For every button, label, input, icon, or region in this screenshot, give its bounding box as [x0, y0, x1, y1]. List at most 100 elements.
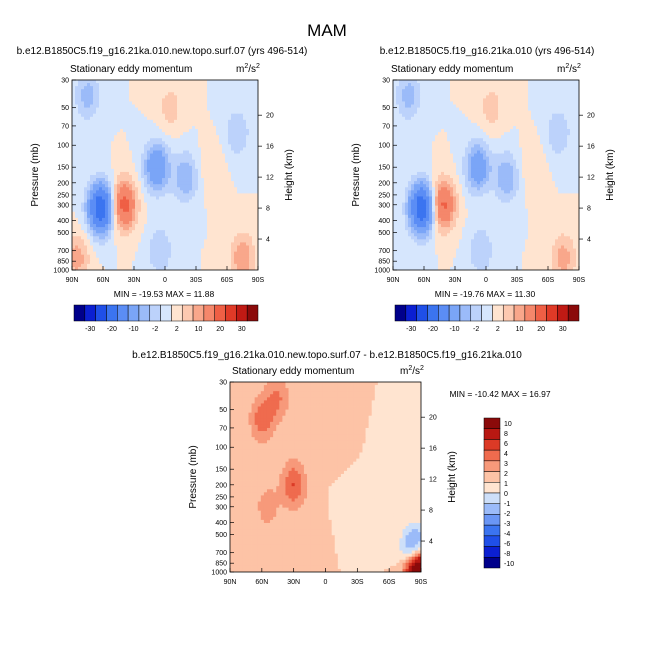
heatmap-cell — [216, 224, 219, 227]
heatmap-cell — [501, 108, 504, 111]
heatmap-cell — [138, 239, 141, 242]
heatmap-cell — [171, 157, 174, 160]
heatmap-cell — [201, 236, 204, 239]
heatmap-cell — [114, 258, 117, 261]
heatmap-cell — [75, 215, 78, 218]
heatmap-cell — [537, 129, 540, 132]
heatmap-cell — [204, 181, 207, 184]
heatmap-cell — [132, 181, 135, 184]
heatmap-cell — [147, 138, 150, 141]
heatmap-cell — [168, 227, 171, 230]
heatmap-cell — [564, 98, 567, 101]
heatmap-cell — [201, 83, 204, 86]
heatmap-cell — [399, 114, 402, 117]
heatmap-cell — [414, 120, 417, 123]
heatmap-cell — [507, 95, 510, 98]
heatmap-cell — [150, 224, 153, 227]
heatmap-cell — [564, 126, 567, 129]
heatmap-cell — [81, 89, 84, 92]
heatmap-cell — [249, 233, 252, 236]
heatmap-cell — [120, 264, 123, 267]
heatmap-cell — [93, 132, 96, 135]
heatmap-cell — [396, 111, 399, 114]
heatmap-cell — [78, 255, 81, 258]
heatmap-cell — [135, 98, 138, 101]
heatmap-cell — [111, 209, 114, 212]
heatmap-cell — [147, 92, 150, 95]
heatmap-cell — [78, 101, 81, 104]
heatmap-cell — [534, 117, 537, 120]
heatmap-cell — [429, 80, 432, 83]
heatmap-cell — [243, 215, 246, 218]
heatmap-cell — [465, 117, 468, 120]
heatmap-cell — [408, 83, 411, 86]
heatmap-cell — [102, 105, 105, 108]
heatmap-cell — [123, 242, 126, 245]
heatmap-cell — [243, 147, 246, 150]
heatmap-cell — [411, 80, 414, 83]
heatmap-cell — [429, 108, 432, 111]
heatmap-cell — [549, 98, 552, 101]
heatmap-cell — [459, 95, 462, 98]
heatmap-cell — [222, 129, 225, 132]
heatmap-cell — [153, 218, 156, 221]
heatmap-cell — [180, 123, 183, 126]
heatmap-cell — [225, 123, 228, 126]
heatmap-cell — [171, 132, 174, 135]
heatmap-cell — [201, 184, 204, 187]
heatmap-cell — [558, 108, 561, 111]
heatmap-cell — [225, 169, 228, 172]
heatmap-cell — [180, 89, 183, 92]
heatmap-cell — [117, 255, 120, 258]
heatmap-cell — [135, 101, 138, 104]
heatmap-cell — [111, 242, 114, 245]
heatmap-cell — [201, 123, 204, 126]
heatmap-cell — [111, 236, 114, 239]
heatmap-cell — [219, 230, 222, 233]
heatmap-cell — [135, 95, 138, 98]
heatmap-cell — [153, 172, 156, 175]
heatmap-cell — [108, 184, 111, 187]
heatmap-cell — [243, 98, 246, 101]
heatmap-cell — [459, 117, 462, 120]
heatmap-cell — [90, 242, 93, 245]
heatmap-cell — [153, 132, 156, 135]
heatmap-cell — [213, 95, 216, 98]
heatmap-cell — [399, 83, 402, 86]
heatmap-cell — [99, 196, 102, 199]
heatmap-cell — [147, 123, 150, 126]
heatmap-cell — [165, 135, 168, 138]
heatmap-cell — [462, 86, 465, 89]
heatmap-cell — [189, 114, 192, 117]
heatmap-cell — [492, 83, 495, 86]
heatmap-cell — [249, 184, 252, 187]
heatmap-cell — [198, 120, 201, 123]
heatmap-cell — [231, 157, 234, 160]
heatmap-cell — [234, 92, 237, 95]
heatmap-cell — [417, 117, 420, 120]
heatmap-cell — [108, 190, 111, 193]
heatmap-cell — [396, 114, 399, 117]
heatmap-cell — [123, 83, 126, 86]
heatmap-cell — [105, 187, 108, 190]
heatmap-cell — [126, 135, 129, 138]
heatmap-cell — [549, 105, 552, 108]
heatmap-cell — [240, 101, 243, 104]
heatmap-cell — [210, 221, 213, 224]
chart-panel-2: b.e12.B1850C5.f19_g16.21ka.010 (yrs 496-… — [351, 46, 616, 333]
heatmap-cell — [426, 86, 429, 89]
heatmap-cell — [126, 117, 129, 120]
heatmap-cell — [96, 212, 99, 215]
heatmap-cell — [210, 218, 213, 221]
heatmap-cell — [456, 80, 459, 83]
heatmap-cell — [411, 114, 414, 117]
heatmap-cell — [90, 249, 93, 252]
heatmap-cell — [477, 95, 480, 98]
heatmap-cell — [558, 111, 561, 114]
heatmap-cell — [429, 98, 432, 101]
heatmap-cell — [186, 141, 189, 144]
heatmap-cell — [135, 178, 138, 181]
heatmap-cell — [75, 239, 78, 242]
heatmap-cell — [216, 175, 219, 178]
heatmap-cell — [159, 154, 162, 157]
